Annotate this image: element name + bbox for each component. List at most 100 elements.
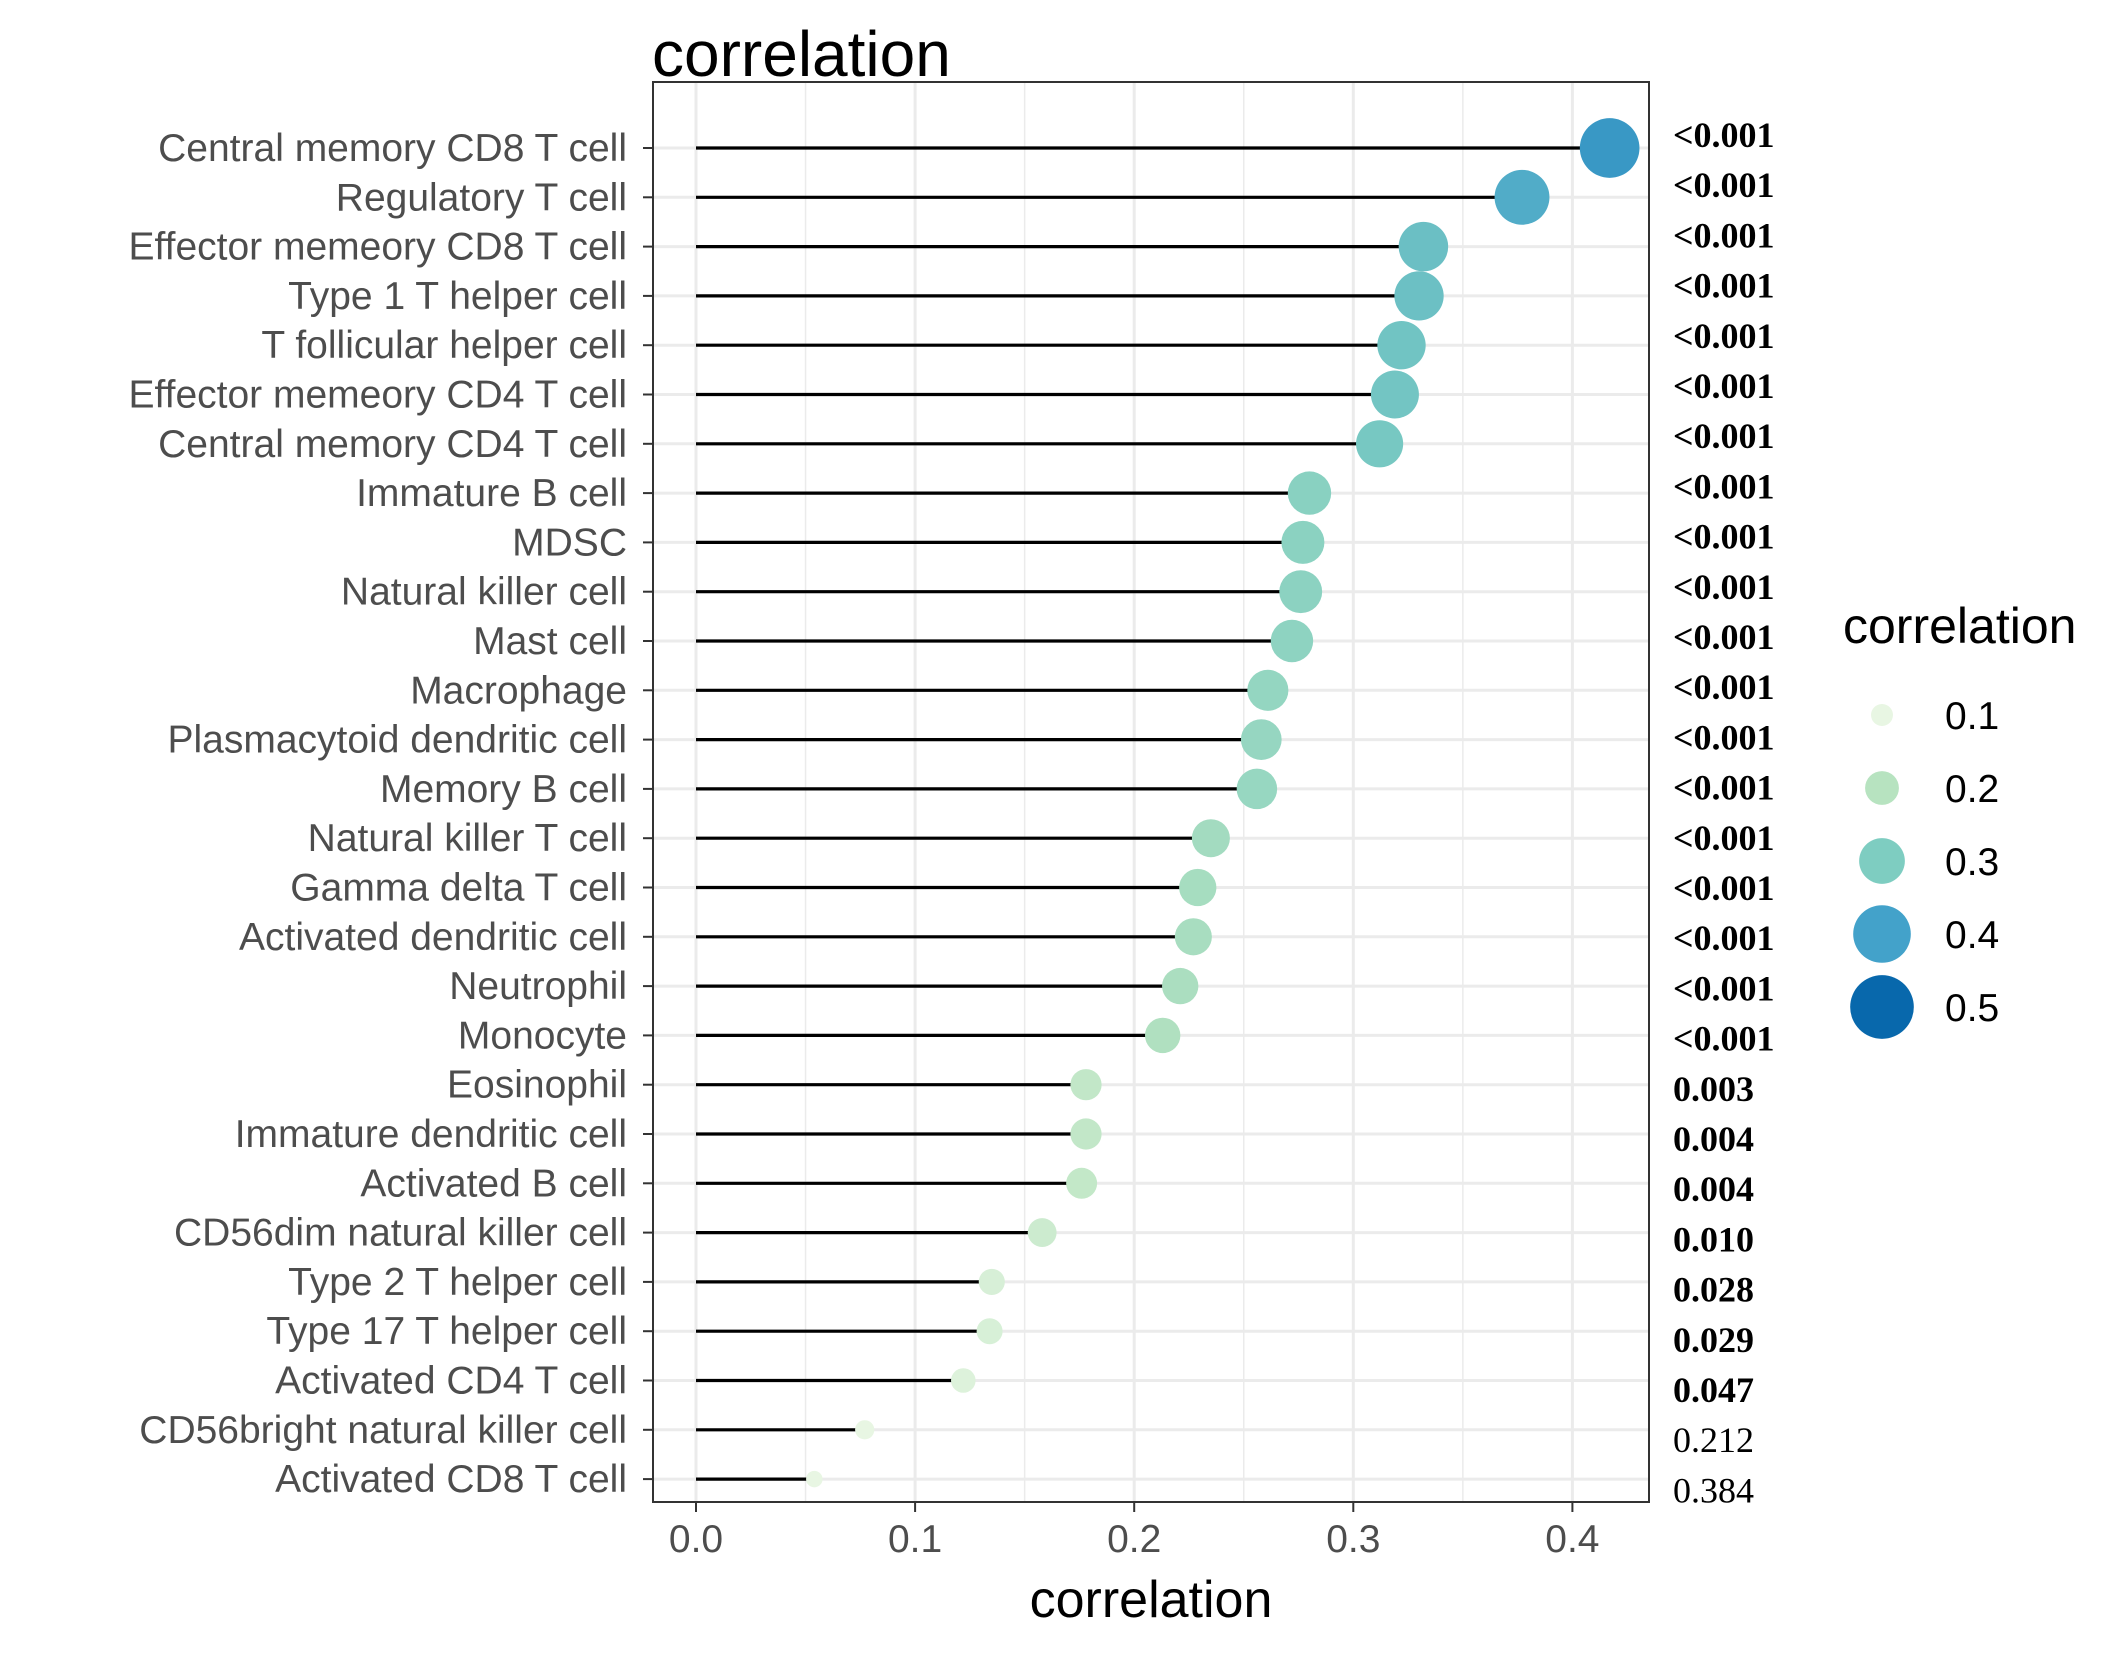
p-value-label: <0.001 xyxy=(1673,517,1775,557)
y-tick-label: Mast cell xyxy=(473,620,627,663)
lollipop-dot xyxy=(1070,1118,1102,1150)
p-value-label: <0.001 xyxy=(1673,215,1775,255)
chart-title: correlation xyxy=(652,18,951,90)
y-tick-label: Central memory CD4 T cell xyxy=(158,423,627,466)
legend-items: 0.1 0.2 0.3 0.4 0.5 xyxy=(1850,695,1999,1039)
p-value-label: <0.001 xyxy=(1673,466,1775,506)
y-tick-label: Central memory CD8 T cell xyxy=(158,127,627,170)
legend-swatch xyxy=(1865,771,1899,805)
lollipop-dot xyxy=(1370,370,1419,419)
y-tick-label: Eosinophil xyxy=(447,1064,627,1107)
y-tick-label: Activated B cell xyxy=(360,1162,627,1205)
p-value-label: 0.010 xyxy=(1673,1219,1754,1259)
p-value-label: <0.001 xyxy=(1673,316,1775,356)
p-value-label: 0.028 xyxy=(1673,1270,1754,1310)
y-tick-label: Activated CD8 T cell xyxy=(275,1458,627,1501)
y-tick-label: CD56dim natural killer cell xyxy=(174,1212,627,1255)
lollipop-dot xyxy=(1174,918,1212,956)
y-tick-label: Neutrophil xyxy=(449,965,627,1008)
y-tick-label: Effector memeory CD4 T cell xyxy=(128,374,627,417)
lollipop-dot xyxy=(1240,719,1282,760)
y-tick-label: Type 1 T helper cell xyxy=(288,275,627,318)
y-tick-label: Activated dendritic cell xyxy=(239,916,627,959)
lollipop-dot xyxy=(1191,819,1230,858)
legend-swatch xyxy=(1871,704,1893,726)
p-value-label: <0.001 xyxy=(1673,818,1775,858)
p-value-label: <0.001 xyxy=(1673,918,1775,958)
lollipop-dot xyxy=(1179,868,1217,907)
lollipop-dot xyxy=(1279,570,1323,614)
legend: correlation 0.1 0.2 0.3 0.4 0.5 xyxy=(1843,598,2076,1039)
y-tick-label: Gamma delta T cell xyxy=(290,867,627,910)
x-tick-label: 0.1 xyxy=(888,1518,942,1561)
plot-panel-border xyxy=(652,81,1650,1503)
lollipop-dot xyxy=(806,1470,823,1488)
lollipop-dot xyxy=(1247,669,1289,711)
p-value-label: <0.001 xyxy=(1673,667,1775,707)
y-tick-label: Macrophage xyxy=(410,669,627,712)
p-value-label: 0.029 xyxy=(1673,1320,1754,1360)
y-tick-label: T follicular helper cell xyxy=(261,324,627,367)
lollipop-dots xyxy=(806,118,1640,1488)
legend-label: 0.2 xyxy=(1945,768,1999,811)
p-value-label: <0.001 xyxy=(1673,366,1775,406)
p-value-label: 0.212 xyxy=(1673,1420,1754,1460)
p-value-label: <0.001 xyxy=(1673,567,1775,607)
y-tick-label: Immature B cell xyxy=(356,472,627,515)
p-value-labels: <0.001 <0.001 <0.001 <0.001 <0.001 <0.001 <0.0… xyxy=(1673,115,1775,1510)
y-tick-label: Regulatory T cell xyxy=(336,176,627,219)
legend-title: correlation xyxy=(1843,598,2076,654)
legend-swatch xyxy=(1853,905,1911,963)
legend-swatch xyxy=(1859,838,1905,884)
x-tick-label: 0.3 xyxy=(1326,1518,1380,1561)
lollipop-dot xyxy=(1398,221,1449,272)
p-value-label: <0.001 xyxy=(1673,266,1775,306)
p-value-label: <0.001 xyxy=(1673,868,1775,908)
lollipop-dot xyxy=(1270,619,1314,663)
p-value-label: <0.001 xyxy=(1673,115,1775,155)
p-value-label: <0.001 xyxy=(1673,968,1775,1008)
lollipop-dot xyxy=(1579,118,1640,178)
p-value-label: 0.004 xyxy=(1673,1169,1754,1209)
lollipop-dot xyxy=(1066,1167,1098,1199)
y-tick-label: CD56bright natural killer cell xyxy=(139,1409,627,1452)
p-value-label: <0.001 xyxy=(1673,717,1775,757)
lollipop-dot xyxy=(978,1268,1005,1295)
y-tick-label: Natural killer cell xyxy=(341,571,627,614)
legend-label: 0.1 xyxy=(1945,695,1999,738)
p-value-label: 0.384 xyxy=(1673,1470,1754,1510)
p-value-label: <0.001 xyxy=(1673,617,1775,657)
lollipop-dot xyxy=(1070,1069,1102,1101)
lollipop-dot xyxy=(855,1420,875,1440)
legend-label: 0.4 xyxy=(1945,914,1999,957)
lollipop-dot xyxy=(1494,169,1550,225)
y-axis: Central memory CD8 T cell Regulatory T ce… xyxy=(128,127,653,1501)
p-value-label: <0.001 xyxy=(1673,165,1775,205)
x-axis-title: correlation xyxy=(1030,1571,1273,1629)
lollipop-dot xyxy=(1287,471,1332,515)
p-value-label: <0.001 xyxy=(1673,1019,1775,1059)
x-tick-label: 0.2 xyxy=(1107,1518,1161,1561)
lollipop-dot xyxy=(976,1318,1003,1345)
lollipop-dot xyxy=(1236,768,1278,810)
y-tick-label: Monocyte xyxy=(458,1014,627,1057)
y-tick-label: Memory B cell xyxy=(380,768,627,811)
p-value-label: <0.001 xyxy=(1673,768,1775,808)
lollipop-dot xyxy=(1281,520,1325,564)
y-tick-label: MDSC xyxy=(512,521,627,564)
lollipop-dot xyxy=(1377,321,1426,370)
p-value-label: 0.004 xyxy=(1673,1119,1754,1159)
lollipop-dot xyxy=(1394,271,1444,321)
y-tick-label: Plasmacytoid dendritic cell xyxy=(167,719,627,762)
legend-swatch xyxy=(1850,975,1914,1039)
x-tick-label: 0.0 xyxy=(669,1518,723,1561)
legend-label: 0.5 xyxy=(1945,987,1999,1030)
p-value-label: 0.003 xyxy=(1673,1069,1754,1109)
lollipop-dot xyxy=(951,1368,976,1393)
y-tick-label: Type 2 T helper cell xyxy=(288,1261,627,1304)
lollipop-dot xyxy=(1027,1218,1057,1248)
y-tick-label: Effector memeory CD8 T cell xyxy=(128,226,627,269)
y-tick-label: Natural killer T cell xyxy=(308,817,627,860)
lollipop-dot xyxy=(1162,967,1199,1005)
